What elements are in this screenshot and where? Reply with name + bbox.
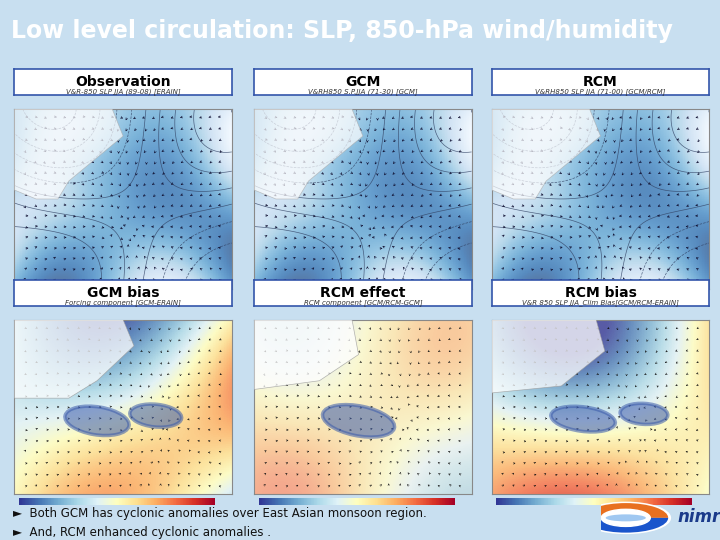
Text: RCM component [GCM/RCM-GCM]: RCM component [GCM/RCM-GCM]	[304, 299, 422, 306]
Text: Low level circulation: SLP, 850-hPa wind/humidity: Low level circulation: SLP, 850-hPa wind…	[11, 19, 672, 43]
Ellipse shape	[620, 403, 668, 424]
Text: V&RH850 SLP JJA (71-00) [GCM/RCM]: V&RH850 SLP JJA (71-00) [GCM/RCM]	[535, 89, 666, 95]
Wedge shape	[583, 518, 668, 532]
Ellipse shape	[130, 404, 181, 427]
Text: nimr: nimr	[677, 508, 720, 526]
Polygon shape	[492, 109, 600, 199]
Text: V&R-850 SLP JJA (89-08) [ERAIN]: V&R-850 SLP JJA (89-08) [ERAIN]	[66, 89, 181, 95]
Text: GCM: GCM	[345, 75, 381, 89]
Ellipse shape	[551, 406, 616, 432]
Text: ►  And, RCM enhanced cyclonic anomalies .: ► And, RCM enhanced cyclonic anomalies .	[13, 526, 271, 539]
Text: RCM effect: RCM effect	[320, 286, 405, 300]
Text: V&R 850 SLP JJA_Clim Bias[GCM/RCM-ERAIN]: V&R 850 SLP JJA_Clim Bias[GCM/RCM-ERAIN]	[522, 299, 679, 306]
Text: GCM bias: GCM bias	[87, 286, 159, 300]
Polygon shape	[14, 320, 134, 398]
Text: RCM: RCM	[583, 75, 618, 89]
Polygon shape	[254, 320, 359, 389]
Circle shape	[581, 502, 670, 534]
Polygon shape	[254, 109, 363, 199]
Text: Forcing component [GCM-ERAIN]: Forcing component [GCM-ERAIN]	[66, 299, 181, 306]
Ellipse shape	[606, 515, 646, 521]
Polygon shape	[492, 320, 605, 393]
Wedge shape	[583, 503, 668, 518]
Ellipse shape	[65, 406, 129, 436]
Circle shape	[601, 509, 650, 526]
Text: V&RH850 S.P.JJA (71-30) [GCM]: V&RH850 S.P.JJA (71-30) [GCM]	[308, 89, 418, 95]
Ellipse shape	[323, 404, 395, 437]
Polygon shape	[14, 109, 123, 199]
Text: RCM bias: RCM bias	[564, 286, 636, 300]
Text: Observation: Observation	[76, 75, 171, 89]
Text: ►  Both GCM has cyclonic anomalies over East Asian monsoon region.: ► Both GCM has cyclonic anomalies over E…	[13, 507, 426, 520]
